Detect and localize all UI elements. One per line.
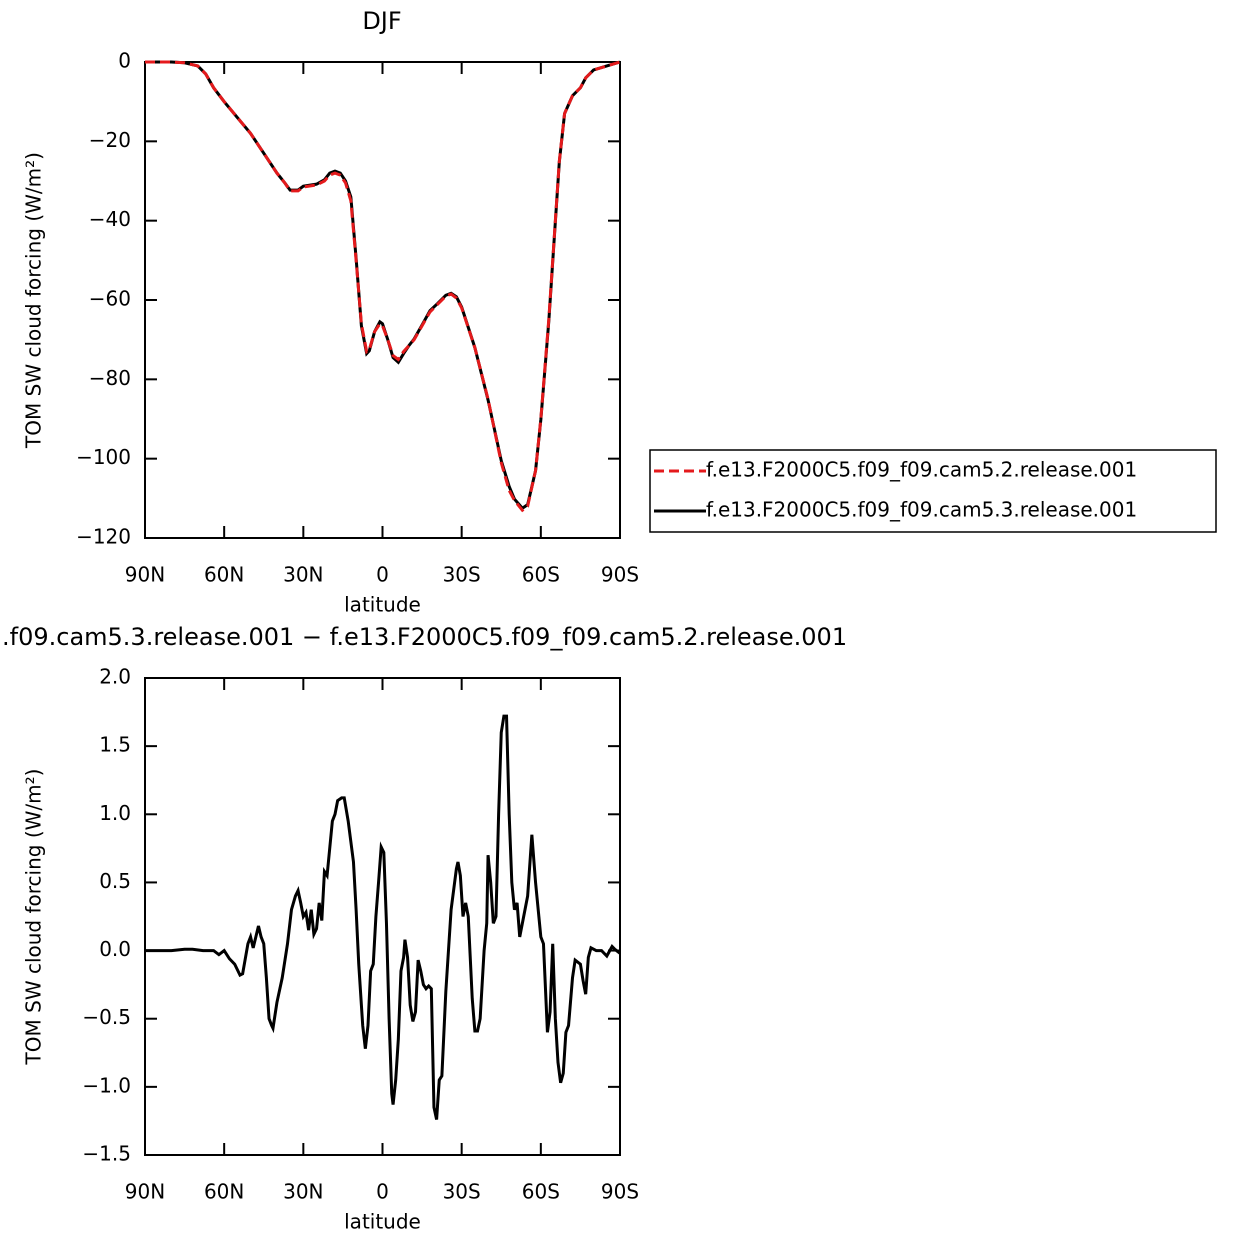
series-line — [145, 60, 621, 513]
x-tick-label: 0 — [376, 563, 389, 587]
series-line — [145, 714, 621, 1120]
y-tick-label: 0.0 — [99, 937, 131, 961]
series-line — [145, 60, 621, 511]
x-tick-label: 0 — [376, 1180, 389, 1204]
y-tick-label: −1.0 — [82, 1073, 131, 1097]
x-tick-label: 90S — [601, 563, 639, 587]
x-axis-label: latitude — [344, 1210, 421, 1234]
y-tick-label: −1.5 — [82, 1142, 131, 1166]
y-tick-label: −120 — [76, 525, 131, 549]
y-tick-label: 1.5 — [99, 733, 131, 757]
y-tick-label: −80 — [89, 366, 131, 390]
x-tick-label: 30S — [443, 1180, 481, 1204]
y-tick-label: −20 — [89, 128, 131, 152]
y-tick-label: 2.0 — [99, 665, 131, 689]
y-tick-label: −0.5 — [82, 1005, 131, 1029]
y-tick-label: −60 — [89, 287, 131, 311]
x-tick-label: 60N — [204, 1180, 244, 1204]
x-tick-label: 60S — [522, 563, 560, 587]
x-tick-label: 60N — [204, 563, 244, 587]
x-tick-label: 90N — [125, 1180, 165, 1204]
legend-label: f.e13.F2000C5.f09_f09.cam5.2.release.001 — [706, 458, 1137, 482]
plot-frame — [144, 677, 621, 1156]
y-tick-label: 0.5 — [99, 869, 131, 893]
chart-title: DJF — [362, 7, 401, 35]
y-axis-label: TOM SW cloud forcing (W/m²) — [22, 152, 46, 449]
legend-box — [649, 449, 1217, 533]
y-axis-label: TOM SW cloud forcing (W/m²) — [22, 769, 46, 1066]
y-tick-label: 0 — [118, 49, 131, 73]
x-tick-label: 30S — [443, 563, 481, 587]
legend-label: f.e13.F2000C5.f09_f09.cam5.3.release.001 — [706, 498, 1137, 522]
y-tick-label: −40 — [89, 207, 131, 231]
x-tick-label: 90N — [125, 563, 165, 587]
x-tick-label: 30N — [283, 563, 323, 587]
y-tick-label: 1.0 — [99, 801, 131, 825]
y-tick-label: −100 — [76, 445, 131, 469]
x-tick-label: 60S — [522, 1180, 560, 1204]
chart-title: .f09.cam5.3.release.001 − f.e13.F2000C5.… — [2, 623, 847, 651]
x-axis-label: latitude — [344, 593, 421, 617]
x-tick-label: 30N — [283, 1180, 323, 1204]
x-tick-label: 90S — [601, 1180, 639, 1204]
